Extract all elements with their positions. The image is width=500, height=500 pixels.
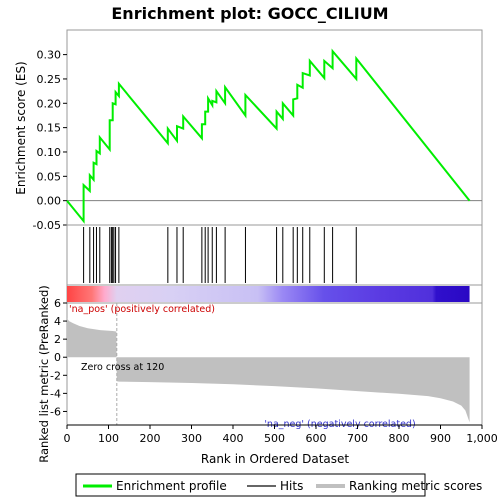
x-tick-label: 700: [347, 432, 368, 445]
es-y-tick-label: 0.15: [37, 122, 62, 135]
es-panel: -0.05 0.00 0.05 0.10 0.15 0.20 0.25 0.30 Enrich…: [14, 29, 483, 232]
rank-y-tick-label: 4: [54, 315, 61, 328]
rank-y-tick-label: -6: [50, 405, 61, 418]
es-y-tick-label: 0.05: [37, 170, 62, 183]
x-tick-label: 0: [64, 432, 71, 445]
ranked-heat-bar: [67, 286, 470, 302]
es-y-tick-label: 0.00: [37, 195, 62, 208]
rank-panel: -6 -4 -2 0 2 4 6 'na_pos' (positively correlat…: [37, 285, 483, 463]
x-tick-label: 800: [389, 432, 410, 445]
x-tick-label: 1,000: [466, 432, 498, 445]
es-y-tick-label: 0.30: [37, 49, 62, 62]
ranking-metric-area: [67, 318, 470, 423]
x-tick-label: 400: [223, 432, 244, 445]
x-tick-label: 500: [264, 432, 285, 445]
es-y-tick-label: 0.25: [37, 73, 62, 86]
enrichment-profile-line: [66, 48, 471, 224]
rank-y-tick-label: 0: [54, 351, 61, 364]
x-axis: 0 100 200 300 400 500 600 700 800 900 1,000: [64, 424, 498, 445]
legend-label-enrichment: Enrichment profile: [116, 479, 227, 493]
x-axis-label: Rank in Ordered Dataset: [201, 452, 349, 466]
heat-panel: [66, 284, 483, 304]
chart-title: Enrichment plot: GOCC_CILIUM: [111, 4, 388, 23]
rank-y-tick-label: -4: [50, 387, 61, 400]
es-y-tick-label: 0.10: [37, 146, 62, 159]
x-tick-label: 200: [140, 432, 161, 445]
es-y-ticks: -0.05 0.00 0.05 0.10 0.15 0.20 0.25 0.30: [33, 49, 67, 232]
x-tick-label: 900: [430, 432, 451, 445]
rank-y-tick-label: -2: [50, 369, 61, 382]
rank-y-ticks: -6 -4 -2 0 2 4 6: [50, 297, 67, 418]
rank-y-label: Ranked list metric (PreRanked): [37, 285, 51, 463]
legend: Enrichment profile Hits Ranking metric s…: [75, 473, 482, 497]
hits-panel: [66, 224, 483, 286]
pos-correlated-label: 'na_pos' (positively correlated): [69, 304, 215, 315]
legend-label-ranking: Ranking metric scores: [349, 479, 482, 493]
x-tick-label: 300: [181, 432, 202, 445]
es-y-tick-label: 0.20: [37, 97, 62, 110]
es-y-tick-label: -0.05: [33, 219, 61, 232]
rank-y-tick-label: 2: [54, 333, 61, 346]
legend-label-hits: Hits: [280, 479, 303, 493]
hit-lines: [83, 227, 357, 283]
zero-cross-label: Zero cross at 120: [81, 362, 164, 373]
x-tick-label: 600: [306, 432, 327, 445]
hits-area: [66, 224, 483, 286]
x-tick-label: 100: [98, 432, 119, 445]
rank-y-tick-label: 6: [54, 297, 61, 310]
es-y-label: Enrichment score (ES): [14, 61, 28, 194]
